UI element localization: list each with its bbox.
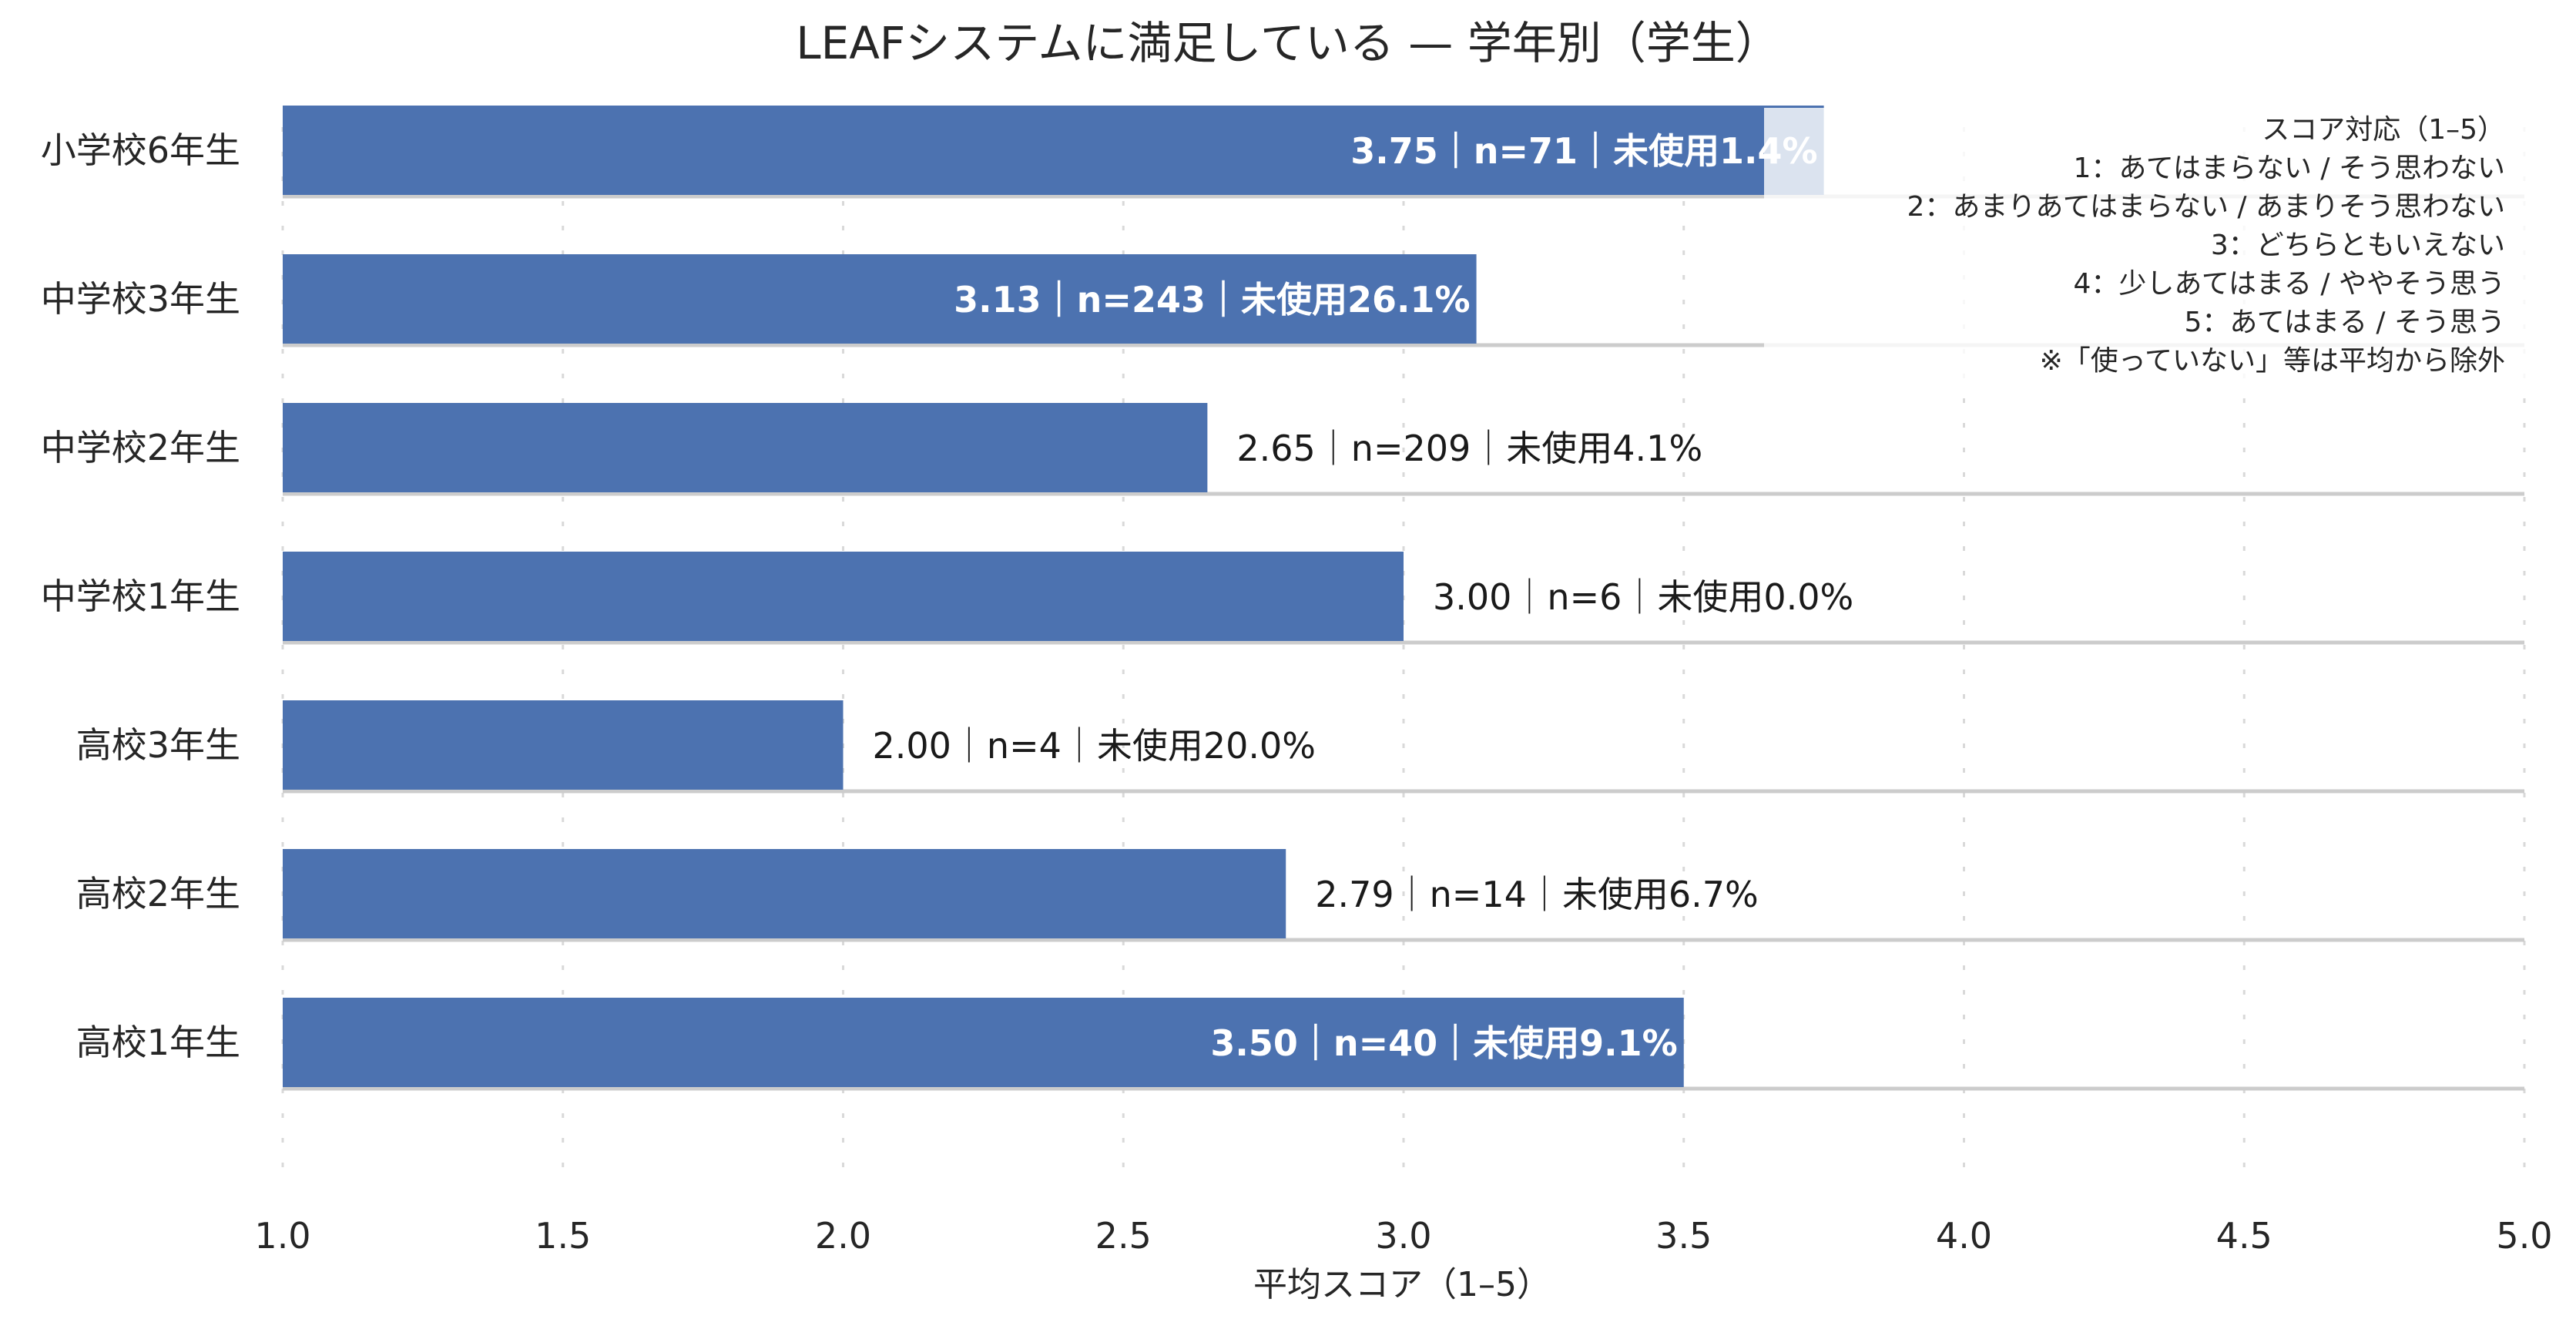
bar: [283, 998, 1684, 1087]
bar: [283, 106, 1824, 195]
bar: [283, 700, 844, 790]
x-tick-label: 1.0: [254, 1215, 310, 1257]
category-label: 高校1年生: [76, 1022, 240, 1063]
x-tick-label: 4.5: [2216, 1215, 2272, 1257]
category-label: 中学校1年生: [41, 576, 240, 617]
bar-value-label: 3.75｜n=71｜未使用1.4%: [1350, 130, 1817, 172]
legend-line: 4：少しあてはまる / ややそう思う: [2074, 268, 2505, 300]
bar: [283, 403, 1208, 492]
legend-line: ※「使っていない」等は平均から除外: [2040, 345, 2505, 377]
bar-value-label: 2.65｜n=209｜未使用4.1%: [1236, 428, 1702, 469]
bar: [283, 552, 1404, 641]
bar: [283, 254, 1477, 344]
legend-line: 5：あてはまる / そう思う: [2185, 307, 2505, 338]
category-label: 高校2年生: [76, 873, 240, 915]
x-axis-title: 平均スコア（1–5）: [1253, 1265, 1551, 1304]
x-tick-label: 2.0: [815, 1215, 871, 1257]
category-label: 高校3年生: [76, 724, 240, 766]
category-label: 中学校2年生: [41, 427, 240, 468]
bar-value-label: 2.00｜n=4｜未使用20.0%: [873, 725, 1317, 767]
x-tick-label: 1.5: [535, 1215, 591, 1257]
legend-line: スコア対応（1–5）: [2262, 114, 2505, 146]
bars-layer: [283, 106, 1824, 1087]
category-label: 中学校3年生: [41, 278, 240, 320]
bar-value-label: 2.79｜n=14｜未使用6.7%: [1315, 874, 1759, 915]
x-tick-label: 5.0: [2496, 1215, 2552, 1257]
bar-value-label: 3.00｜n=6｜未使用0.0%: [1433, 576, 1853, 618]
x-tick-label: 3.5: [1655, 1215, 1712, 1257]
x-tick-label: 4.0: [1936, 1215, 1992, 1257]
legend-line: 3：どちらともいえない: [2211, 230, 2505, 261]
legend-line: 2：あまりあてはまらない / あまりそう思わない: [1907, 191, 2505, 223]
bar-value-label: 3.13｜n=243｜未使用26.1%: [954, 279, 1470, 321]
x-tick-label: 2.5: [1095, 1215, 1152, 1257]
bar: [283, 849, 1286, 938]
legend-background: [1764, 108, 2527, 393]
bar-value-label: 3.50｜n=40｜未使用9.1%: [1210, 1022, 1677, 1064]
x-tick-label: 3.0: [1375, 1215, 1431, 1257]
chart-title: LEAFシステムに満足している — 学年別（学生）: [796, 17, 1779, 69]
bar-value-labels: 3.75｜n=71｜未使用1.4% 3.13｜n=243｜未使用26.1% 2.65…: [873, 130, 1854, 1064]
x-tick-labels: 1.0 1.5 2.0 2.5 3.0 3.5 4.0 4.5 5.0: [254, 1215, 2552, 1257]
legend-box: スコア対応（1–5） 1：あてはまらない / そう思わない 2：あまりあてはまらない…: [1764, 108, 2527, 393]
legend-line: 1：あてはまらない / そう思わない: [2074, 153, 2505, 184]
category-label: 小学校6年生: [41, 129, 240, 171]
